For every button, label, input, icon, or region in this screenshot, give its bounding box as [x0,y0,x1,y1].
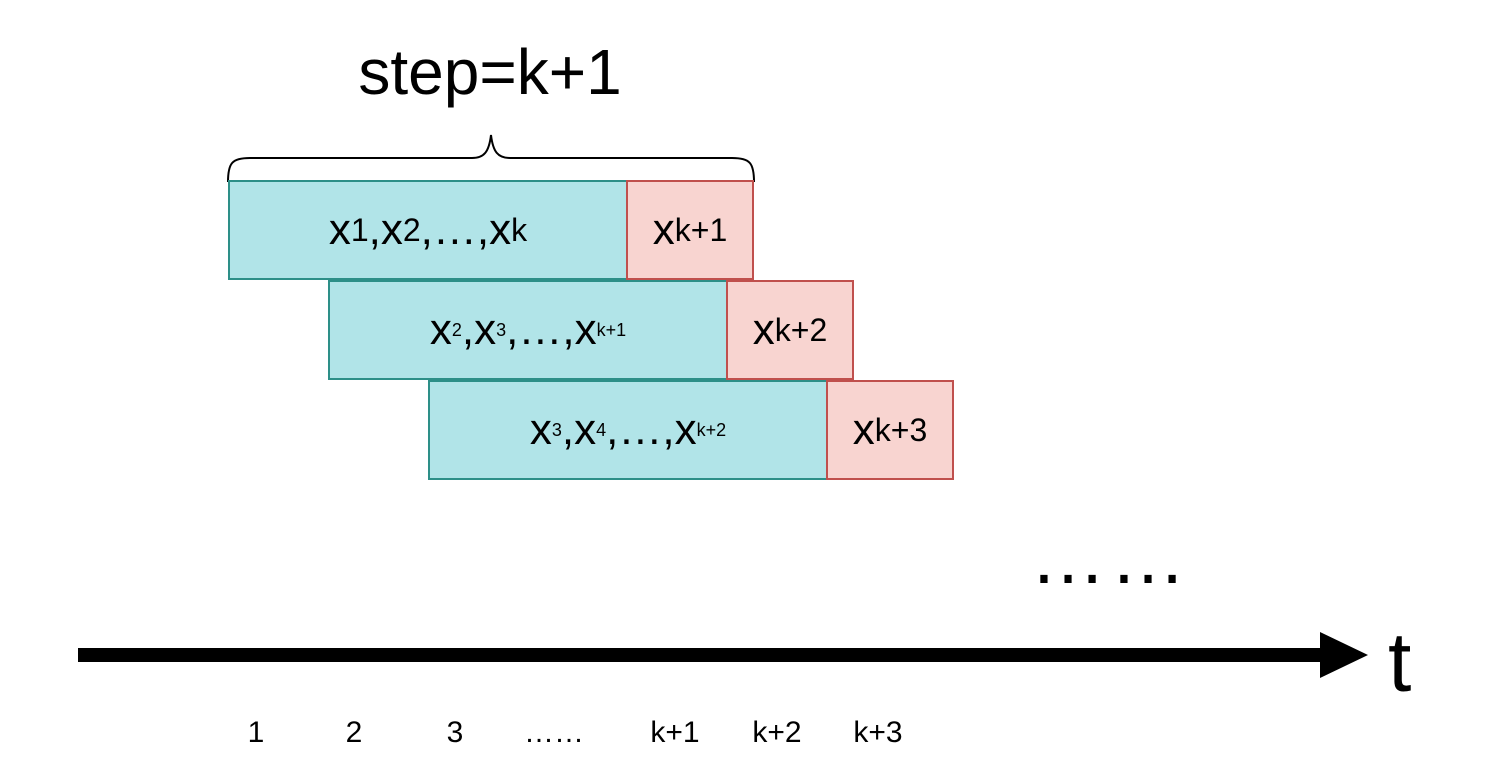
separator: , [606,405,619,454]
time-axis-line [78,648,1340,662]
term-subscript: 4 [596,419,607,440]
step-title: step=k+1 [358,36,622,108]
term-base: x [574,405,597,454]
tick-label: k+1 [650,716,700,749]
tick-label: k+2 [752,716,802,749]
term-base: x [328,205,351,254]
target-2: x k+2 [726,280,854,380]
term-base: x [474,305,497,354]
term-subscript: 3 [496,319,507,340]
separator: , [476,205,490,254]
time-axis-arrowhead [1320,632,1368,678]
separator: , [506,305,519,354]
term-base: x [429,305,452,354]
term-subscript: k [511,211,528,248]
term-subscript: 2 [402,211,421,248]
target-1: x k+1 [626,180,754,280]
ellipsis: … [618,405,663,454]
ellipsis: … [518,305,563,354]
target-base: x [752,305,775,354]
separator: , [368,205,381,254]
separator: , [562,305,575,354]
term-base: x [574,305,597,354]
separator: , [561,405,575,454]
term-subscript: k+2 [696,419,727,440]
continuation-dots: …… [1030,515,1190,600]
separator: , [461,305,475,354]
tick-label: 3 [446,716,464,749]
target-subscript: k+2 [774,311,828,348]
target-base: x [852,405,875,454]
axis-label-t: t [1388,615,1412,709]
separator: , [662,405,675,454]
target-base: x [652,205,675,254]
term-subscript: 3 [551,419,562,440]
term-subscript: 1 [350,211,369,248]
term-base: x [380,205,403,254]
target-3: x k+3 [826,380,954,480]
tick-label: k+3 [853,716,903,749]
separator: , [420,205,433,254]
target-subscript: k+3 [874,411,928,448]
tick-label: 1 [247,716,265,749]
ellipsis: … [432,205,477,254]
target-subscript: k+1 [674,211,728,248]
tick-label: 2 [345,716,363,749]
term-base: x [529,405,552,454]
term-base: x [489,205,512,254]
term-subscript: k+1 [596,319,627,340]
tick-label: …… [524,716,584,749]
term-base: x [674,405,697,454]
term-subscript: 2 [451,319,462,340]
